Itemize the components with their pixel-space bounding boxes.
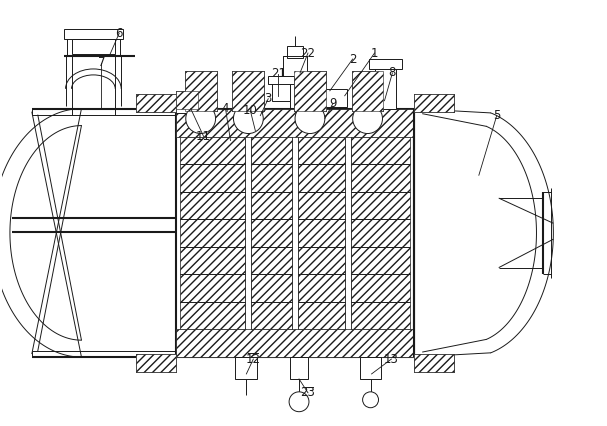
Bar [283, 56, 307, 76]
Text: 21: 21 [271, 67, 286, 81]
Bar [368, 59, 402, 69]
Bar [176, 91, 198, 112]
Polygon shape [176, 329, 414, 357]
Bar [136, 354, 176, 372]
Polygon shape [298, 247, 345, 274]
Text: 22: 22 [300, 46, 316, 60]
Polygon shape [298, 164, 345, 192]
Polygon shape [351, 136, 410, 164]
Polygon shape [351, 274, 410, 302]
Bar [359, 357, 381, 379]
Circle shape [289, 392, 309, 412]
Polygon shape [180, 274, 245, 302]
Bar [176, 109, 414, 357]
Text: 13: 13 [384, 353, 399, 366]
Polygon shape [298, 192, 345, 219]
Bar [287, 46, 303, 58]
Bar [232, 71, 264, 111]
Bar [136, 94, 176, 112]
Polygon shape [294, 71, 326, 111]
Polygon shape [180, 247, 245, 274]
Polygon shape [176, 91, 198, 109]
Circle shape [234, 104, 263, 133]
Bar [323, 89, 347, 106]
Polygon shape [351, 164, 410, 192]
Bar [290, 357, 308, 379]
Bar [351, 71, 384, 111]
Polygon shape [251, 164, 292, 192]
Bar [72, 39, 115, 54]
Bar [414, 94, 454, 112]
Text: 12: 12 [246, 353, 261, 366]
Polygon shape [180, 164, 245, 192]
Circle shape [362, 392, 379, 408]
Polygon shape [180, 192, 245, 219]
Text: 2: 2 [349, 52, 356, 66]
Polygon shape [298, 274, 345, 302]
Polygon shape [414, 94, 454, 112]
Text: 9: 9 [329, 97, 336, 110]
Polygon shape [414, 354, 454, 372]
Text: 23: 23 [300, 386, 316, 399]
Polygon shape [351, 71, 384, 111]
Polygon shape [351, 247, 410, 274]
Bar [237, 89, 260, 106]
Polygon shape [180, 302, 245, 329]
Polygon shape [180, 136, 245, 164]
Circle shape [295, 104, 325, 133]
Polygon shape [298, 136, 345, 164]
Polygon shape [251, 247, 292, 274]
Polygon shape [180, 219, 245, 247]
Polygon shape [298, 302, 345, 329]
Polygon shape [251, 136, 292, 164]
Bar [236, 357, 257, 379]
Text: 1: 1 [371, 46, 378, 60]
Bar [375, 64, 396, 109]
Text: 5: 5 [493, 109, 500, 122]
Circle shape [353, 104, 382, 133]
Bar [185, 71, 217, 111]
Text: 7: 7 [98, 57, 105, 69]
Text: 10: 10 [243, 104, 258, 117]
Polygon shape [176, 109, 414, 136]
Text: 11: 11 [196, 130, 211, 143]
Polygon shape [136, 94, 176, 112]
Bar [272, 79, 290, 101]
Bar [64, 29, 123, 39]
Circle shape [186, 104, 215, 133]
Text: 3: 3 [265, 92, 272, 105]
Text: 8: 8 [388, 66, 396, 79]
Polygon shape [185, 71, 217, 111]
Polygon shape [251, 192, 292, 219]
Bar [294, 71, 326, 111]
Polygon shape [251, 219, 292, 247]
Bar [240, 79, 256, 91]
Polygon shape [251, 302, 292, 329]
Polygon shape [136, 354, 176, 372]
Text: 6: 6 [115, 27, 123, 40]
Polygon shape [251, 274, 292, 302]
Polygon shape [351, 302, 410, 329]
Text: 4: 4 [222, 102, 229, 115]
Polygon shape [351, 192, 410, 219]
Bar [414, 354, 454, 372]
Polygon shape [232, 71, 264, 111]
Polygon shape [351, 219, 410, 247]
Polygon shape [298, 219, 345, 247]
Bar [268, 76, 294, 84]
